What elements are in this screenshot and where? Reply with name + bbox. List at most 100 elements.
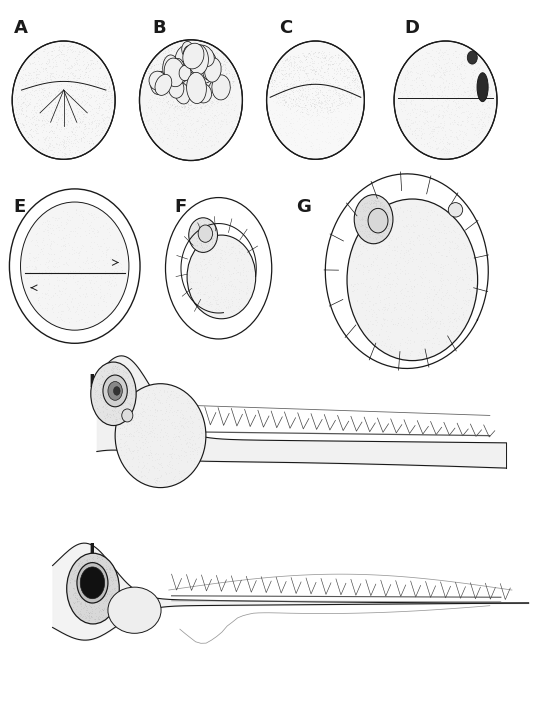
- Point: [103, 93, 112, 105]
- Point: [426, 126, 435, 138]
- Point: [167, 450, 176, 462]
- Point: [151, 127, 160, 139]
- Point: [442, 137, 451, 148]
- Point: [314, 63, 323, 74]
- Point: [411, 127, 420, 139]
- Point: [178, 87, 187, 99]
- Point: [470, 121, 479, 133]
- Point: [188, 449, 197, 460]
- Point: [203, 300, 212, 311]
- Point: [343, 85, 352, 97]
- Point: [426, 257, 435, 269]
- Point: [58, 135, 67, 147]
- Point: [102, 86, 111, 97]
- Point: [219, 68, 228, 79]
- Point: [431, 224, 440, 236]
- Point: [184, 99, 193, 111]
- Point: [185, 272, 194, 284]
- Point: [206, 254, 215, 266]
- Point: [99, 114, 108, 126]
- Point: [187, 282, 196, 294]
- Point: [383, 206, 392, 218]
- Point: [203, 226, 212, 238]
- Point: [121, 391, 130, 403]
- Point: [202, 126, 211, 137]
- Point: [316, 47, 325, 59]
- Point: [384, 278, 393, 290]
- Point: [102, 570, 111, 582]
- Point: [477, 111, 486, 123]
- Point: [187, 417, 196, 428]
- Point: [345, 90, 354, 102]
- Point: [282, 87, 291, 99]
- Point: [64, 43, 73, 55]
- Point: [188, 228, 197, 239]
- Point: [142, 420, 151, 432]
- Point: [160, 103, 169, 114]
- Point: [112, 395, 121, 407]
- Point: [199, 220, 208, 231]
- Point: [187, 72, 196, 84]
- Point: [114, 259, 123, 270]
- Point: [154, 79, 163, 90]
- Point: [308, 61, 317, 73]
- Point: [167, 70, 176, 81]
- Point: [417, 49, 426, 61]
- Point: [88, 595, 97, 606]
- Point: [100, 575, 108, 587]
- Point: [97, 603, 106, 615]
- Point: [329, 71, 338, 83]
- Point: [167, 85, 176, 97]
- Point: [324, 102, 333, 113]
- Point: [423, 297, 432, 308]
- Point: [157, 469, 165, 481]
- Point: [34, 114, 43, 126]
- Point: [167, 55, 176, 67]
- Point: [115, 254, 124, 266]
- Point: [292, 97, 301, 108]
- Point: [177, 44, 186, 55]
- Point: [44, 219, 53, 230]
- Point: [153, 108, 162, 119]
- Point: [406, 244, 415, 255]
- Point: [418, 80, 427, 92]
- Point: [86, 91, 95, 103]
- Point: [350, 74, 359, 86]
- Point: [187, 411, 196, 423]
- Point: [411, 254, 420, 265]
- Point: [66, 144, 75, 156]
- Point: [75, 70, 84, 81]
- Point: [198, 80, 207, 92]
- Point: [242, 265, 251, 276]
- Point: [120, 401, 129, 413]
- Point: [434, 59, 443, 71]
- Point: [148, 72, 157, 84]
- Point: [318, 52, 326, 63]
- Point: [184, 94, 193, 105]
- Point: [49, 42, 58, 54]
- Point: [195, 92, 204, 104]
- Point: [190, 252, 199, 264]
- Point: [42, 114, 51, 126]
- Point: [416, 125, 425, 137]
- Point: [169, 102, 178, 113]
- Point: [199, 46, 208, 57]
- Point: [74, 77, 83, 89]
- Point: [113, 361, 122, 373]
- Point: [358, 212, 367, 223]
- Ellipse shape: [155, 74, 172, 95]
- Point: [269, 79, 278, 90]
- Point: [99, 293, 108, 305]
- Point: [288, 62, 297, 73]
- Point: [69, 129, 78, 140]
- Point: [278, 134, 287, 145]
- Point: [85, 268, 94, 280]
- Point: [40, 134, 49, 145]
- Point: [334, 140, 343, 151]
- Point: [86, 240, 94, 252]
- Point: [122, 446, 131, 458]
- Point: [13, 113, 22, 124]
- Point: [353, 284, 362, 295]
- Point: [72, 203, 80, 214]
- Point: [473, 61, 482, 73]
